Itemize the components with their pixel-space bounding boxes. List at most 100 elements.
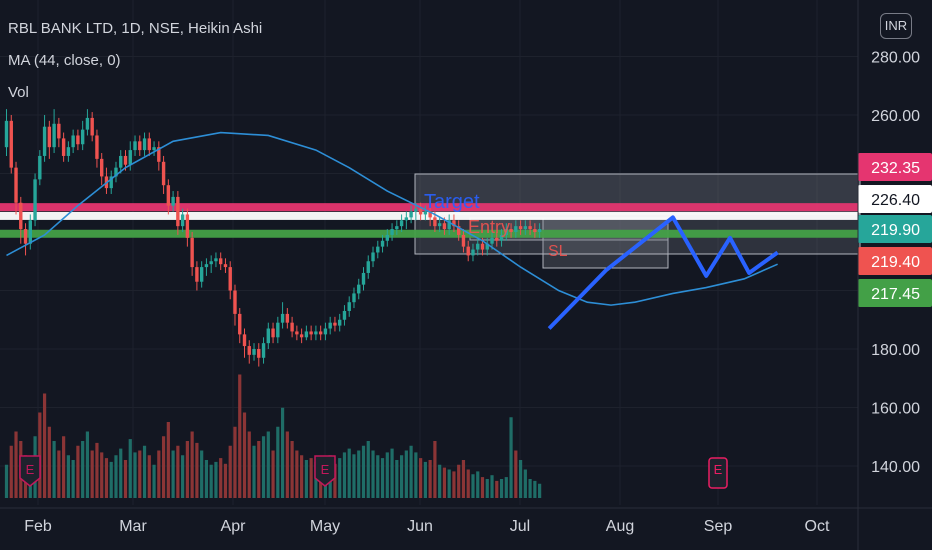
price-axis[interactable]: 280.00260.00240.00220.00200.00180.00160.… [857, 0, 932, 550]
volume-bar [266, 431, 270, 498]
volume-bar [252, 445, 256, 498]
volume-bar [361, 445, 366, 498]
time-tick: May [310, 518, 340, 535]
volume-bar [414, 452, 418, 498]
candles [4, 109, 542, 367]
price-label-text: 226.40 [871, 192, 920, 209]
candle-body [257, 349, 261, 358]
candle-body [404, 217, 409, 221]
time-axis[interactable]: Feb Mar Apr May Jun Jul Aug Sep Oct [0, 507, 932, 535]
volume-bar [171, 450, 175, 498]
volume-bar [190, 431, 194, 498]
candle-body [414, 208, 418, 212]
candle-body [128, 150, 132, 165]
volume-bar [233, 426, 237, 498]
earnings-marker [314, 455, 336, 487]
volume-bar [338, 458, 342, 498]
volume-bar [85, 431, 90, 498]
volume-bar [347, 448, 351, 498]
candle-body [199, 267, 204, 282]
candle-body [9, 120, 13, 168]
volume-bar [152, 464, 156, 498]
earnings-label: E [26, 462, 35, 477]
volume-bar [342, 452, 347, 498]
candle-body [238, 313, 242, 335]
time-tick: Mar [119, 518, 147, 535]
volume-bar [128, 439, 132, 498]
candle-body [109, 176, 113, 189]
candle-body [76, 135, 80, 145]
candle-body [528, 226, 532, 230]
volume-bar [42, 393, 47, 498]
candle-body [114, 167, 118, 177]
candle-body [471, 249, 475, 256]
candle-body [509, 229, 513, 232]
time-tick: Jul [510, 518, 530, 535]
volume-bar [257, 441, 261, 498]
volume-bar [309, 458, 313, 498]
pattern-drawing [547, 215, 779, 330]
volume-bar [409, 445, 413, 498]
candle-body [437, 223, 442, 227]
candle-body [52, 123, 56, 148]
volume-bar [395, 460, 399, 498]
moving-average [6, 131, 778, 306]
candle-body [152, 147, 156, 151]
candle-body [366, 261, 370, 273]
ma-line [6, 131, 778, 306]
volume-bar [209, 464, 213, 498]
annotations: Target Entry SL [424, 191, 568, 260]
volume-bar [504, 477, 508, 498]
candle-body [380, 240, 385, 247]
volume-bar [404, 450, 408, 498]
volume-bar [528, 479, 532, 498]
volume-bar [81, 441, 85, 498]
volume-bar [271, 450, 275, 498]
volume-bar [476, 471, 480, 498]
volume-bar [181, 455, 185, 498]
price-label-text: 217.45 [871, 286, 920, 303]
volume-bar [514, 450, 518, 498]
volume-bar [247, 431, 251, 498]
candle-body [385, 234, 389, 241]
candle-body [61, 138, 66, 156]
volume-bar [238, 374, 242, 498]
volume-bar [157, 450, 161, 498]
candle-body [190, 237, 194, 268]
time-tick: Oct [805, 518, 830, 535]
volume-bar [461, 460, 466, 498]
volume-bar [242, 412, 247, 498]
volume-bar [285, 431, 289, 498]
volume-bar [261, 436, 266, 498]
candle-body [42, 126, 47, 156]
candle-body [314, 331, 318, 335]
volume-bar [119, 448, 123, 498]
candle-body [290, 322, 294, 332]
price-label-sl [858, 279, 932, 307]
earnings-marker [19, 455, 41, 487]
volume-bar [333, 463, 337, 498]
volume-bar [376, 455, 380, 498]
candle-body [228, 267, 232, 291]
volume-bar [123, 460, 128, 498]
candle-body [480, 243, 485, 250]
volume-bar [166, 422, 170, 498]
volume-bar [433, 441, 437, 498]
candle-body [442, 223, 447, 230]
volume-legend[interactable]: Vol [8, 84, 29, 101]
candle-body [119, 155, 123, 168]
candle-body [495, 237, 499, 241]
candle-body [185, 214, 190, 238]
candle-body [318, 331, 323, 335]
candle-body [514, 226, 518, 232]
candle-body [14, 167, 18, 203]
candle-body [90, 117, 94, 136]
candle-body [71, 135, 75, 148]
indicator-legend[interactable]: MA (44, close, 0) [8, 52, 121, 69]
currency-button[interactable]: INR [880, 13, 912, 39]
target-line [0, 203, 858, 212]
volume-bar [71, 460, 75, 498]
volume-bar [480, 477, 485, 498]
